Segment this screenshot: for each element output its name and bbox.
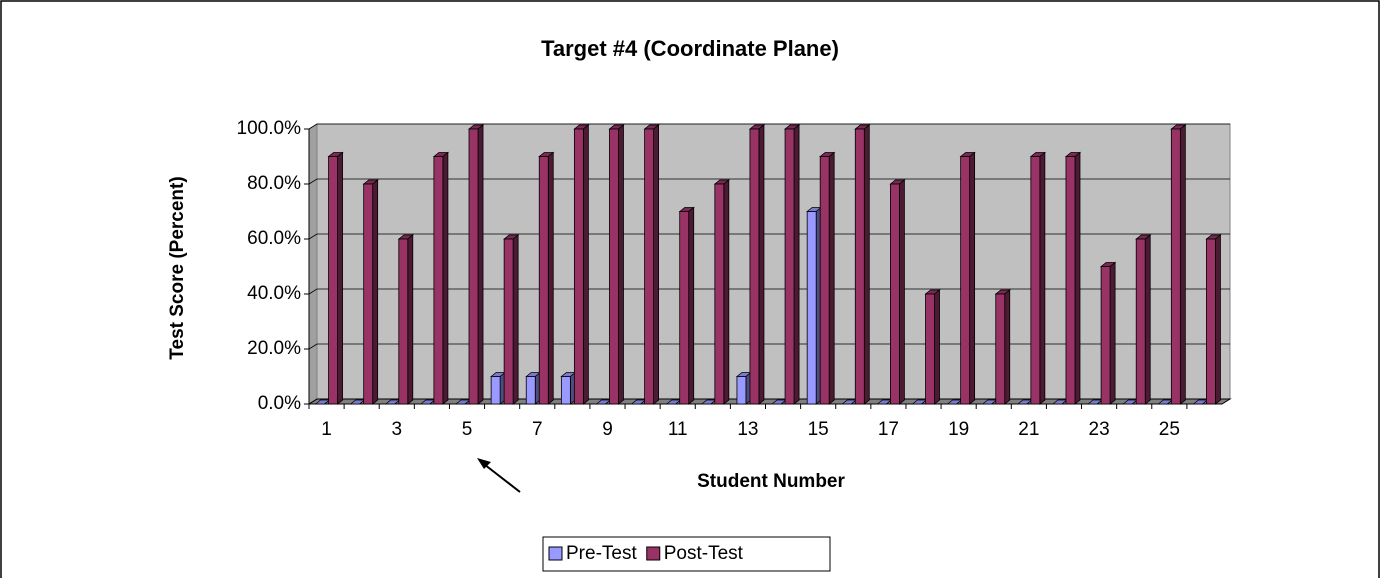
bar	[538, 156, 549, 405]
x-tick-label: 5	[462, 419, 473, 440]
x-tick-label: 23	[1089, 419, 1110, 440]
bar	[490, 376, 501, 405]
y-tick-label: 20.0%	[247, 338, 301, 359]
bar-side	[1144, 234, 1151, 405]
bar	[806, 211, 817, 405]
grid-line	[308, 123, 1230, 130]
bar	[468, 128, 479, 405]
bar-side	[337, 151, 343, 405]
bar	[995, 293, 1006, 405]
bar	[525, 376, 536, 405]
bar-side	[688, 206, 695, 405]
x-tick-label: 7	[532, 419, 543, 440]
grid-line	[308, 178, 1230, 185]
x-tick-label: 21	[1018, 419, 1039, 440]
bar	[1065, 156, 1076, 405]
bar-side	[1074, 151, 1081, 405]
bar-side	[372, 179, 379, 405]
bar	[644, 128, 654, 405]
bar	[1170, 128, 1181, 405]
bar-side	[899, 179, 905, 405]
bar-side	[653, 124, 659, 405]
x-tick-label: 1	[321, 419, 332, 440]
bar-side	[1004, 289, 1011, 405]
bar	[573, 128, 584, 405]
bar-side	[934, 289, 940, 405]
bar-side	[547, 151, 554, 405]
grid-line	[308, 288, 1230, 295]
side-wall	[308, 123, 318, 405]
bar	[784, 128, 795, 405]
y-tick-label: 40.0%	[247, 283, 301, 304]
bar	[1100, 266, 1111, 405]
x-tick-label: 15	[808, 419, 829, 440]
bar-side	[1179, 124, 1186, 405]
bar	[925, 293, 935, 405]
bar	[749, 128, 760, 405]
x-tick-label: 9	[602, 419, 613, 440]
legend-label: Post-Test	[664, 543, 744, 564]
bar-side	[407, 234, 414, 405]
y-tick-label: 100.0%	[237, 118, 302, 139]
x-tick-label: 19	[948, 419, 969, 440]
bar-side	[618, 124, 624, 405]
legend-swatch	[548, 546, 563, 561]
back-wall	[316, 123, 1231, 400]
y-axis-label: Test Score (Percent)	[167, 176, 188, 359]
bar	[363, 183, 374, 405]
bar-side	[863, 124, 870, 405]
bar-side	[758, 124, 765, 405]
bar	[1135, 238, 1146, 405]
bar	[328, 156, 338, 405]
bar-side	[828, 151, 835, 405]
bar-side	[1109, 261, 1116, 405]
bar-side	[793, 124, 800, 405]
legend-label: Pre-Test	[566, 543, 637, 564]
bar-side	[512, 234, 519, 405]
x-tick-label: 3	[391, 419, 402, 440]
bar	[714, 183, 725, 405]
bar	[854, 128, 865, 405]
bar-side	[1039, 151, 1046, 405]
bar-side	[442, 151, 449, 405]
bar	[890, 183, 900, 405]
bar-side	[477, 124, 484, 405]
bar-side	[582, 124, 589, 405]
bar	[819, 156, 830, 405]
chart-title: Target #4 (Coordinate Plane)	[541, 36, 839, 61]
x-axis-label: Student Number	[697, 471, 845, 492]
x-tick-label: 17	[878, 419, 899, 440]
x-tick-label: 11	[668, 419, 688, 440]
y-tick-label: 0.0%	[258, 393, 301, 414]
bar-side	[723, 179, 730, 405]
bar	[560, 376, 571, 405]
legend-box	[542, 536, 831, 572]
y-tick-label: 80.0%	[247, 173, 301, 194]
bar	[1030, 156, 1041, 405]
y-tick-label: 60.0%	[247, 228, 301, 249]
legend-swatch	[646, 546, 661, 561]
bar	[679, 211, 690, 405]
bar	[736, 376, 747, 405]
bar	[960, 156, 971, 405]
bar-side	[1215, 234, 1221, 405]
bar-side	[969, 151, 976, 405]
bar	[398, 238, 409, 405]
x-tick-label: 25	[1159, 419, 1180, 440]
bar	[1206, 238, 1216, 405]
arrow-head	[477, 458, 491, 469]
bar	[503, 238, 514, 405]
x-tick-label: 13	[737, 419, 758, 440]
bar	[433, 156, 444, 405]
bar	[609, 128, 619, 405]
grid-line	[308, 233, 1230, 240]
